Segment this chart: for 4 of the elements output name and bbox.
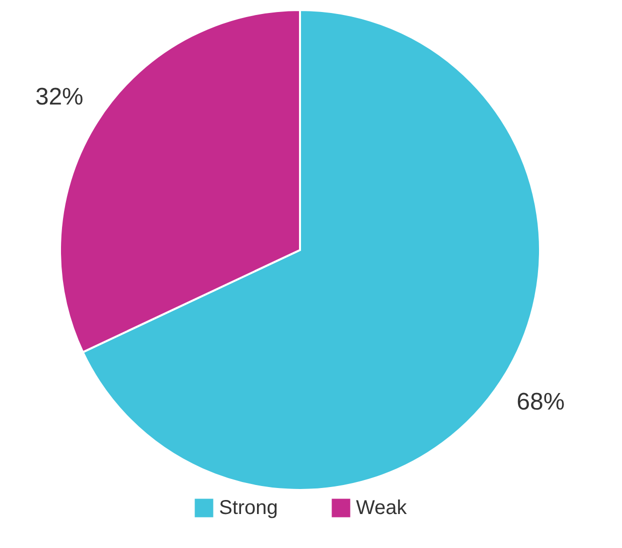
legend-label: Strong	[219, 497, 278, 519]
legend-label: Weak	[356, 497, 408, 519]
data-label: 68%	[516, 388, 565, 416]
data-label: 32%	[35, 83, 84, 110]
